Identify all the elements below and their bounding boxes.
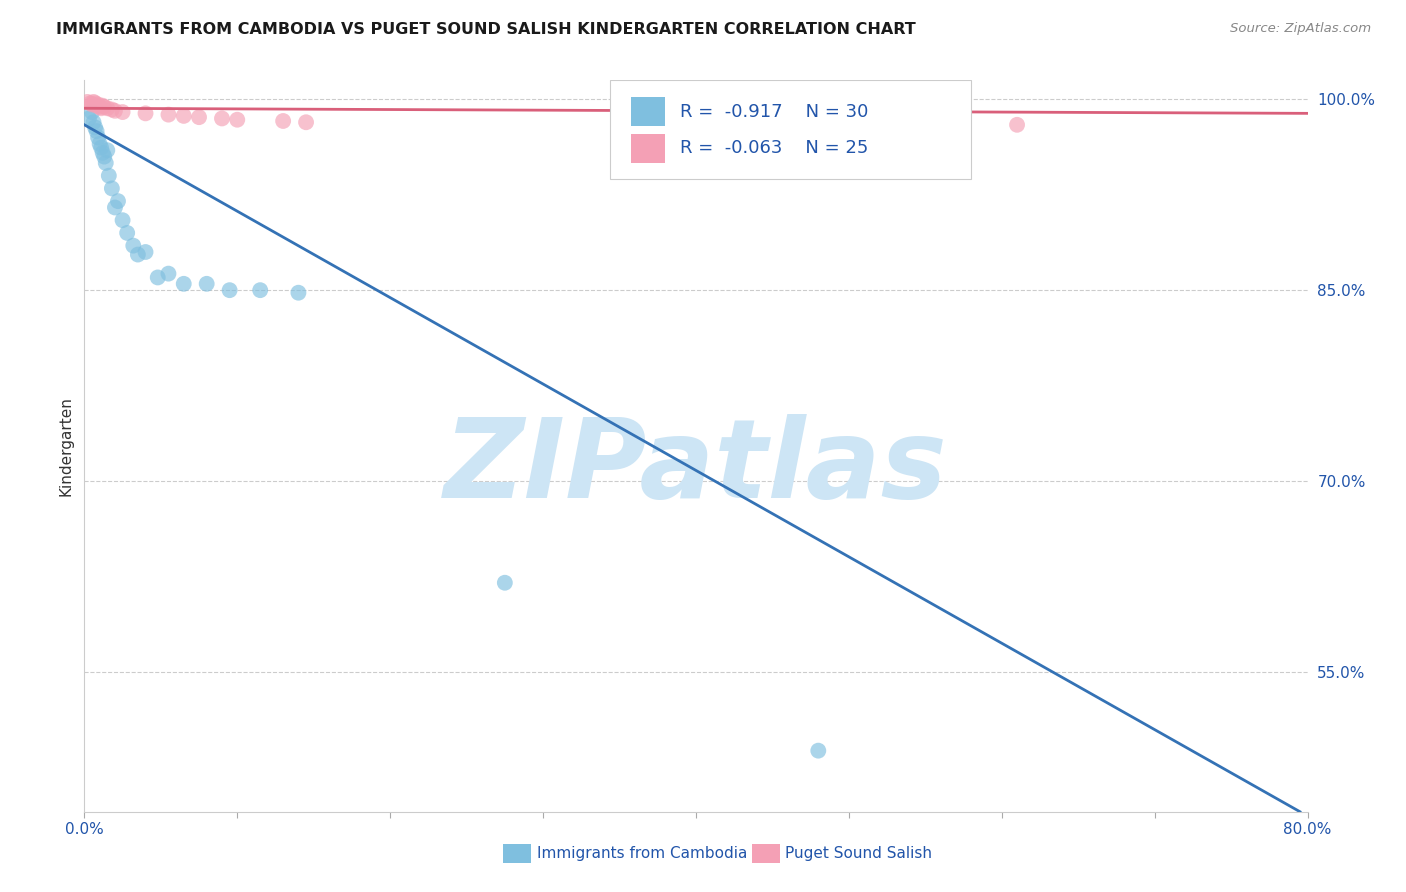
Point xyxy=(91,99,114,113)
Point xyxy=(115,226,138,240)
Point xyxy=(90,141,112,155)
Point xyxy=(86,99,108,113)
Point xyxy=(135,106,157,120)
Point xyxy=(111,213,134,227)
Point xyxy=(188,110,211,124)
Point xyxy=(83,115,105,129)
Point xyxy=(101,103,124,117)
Point xyxy=(76,95,98,109)
Point xyxy=(96,143,118,157)
Point xyxy=(87,130,110,145)
Point xyxy=(146,270,169,285)
Point xyxy=(94,156,117,170)
Point xyxy=(807,744,830,758)
FancyBboxPatch shape xyxy=(610,80,972,179)
Point xyxy=(80,105,103,120)
Point xyxy=(157,267,180,281)
Text: R =  -0.917    N = 30: R = -0.917 N = 30 xyxy=(681,103,869,120)
Point xyxy=(104,201,127,215)
Point xyxy=(84,120,107,135)
Point xyxy=(83,95,105,109)
Point xyxy=(1005,118,1028,132)
Point xyxy=(80,97,103,112)
Point xyxy=(271,114,294,128)
Point xyxy=(122,238,145,252)
Point xyxy=(93,150,115,164)
Point xyxy=(87,97,110,112)
FancyBboxPatch shape xyxy=(631,97,665,127)
Point xyxy=(89,100,111,114)
Point xyxy=(93,100,115,114)
Text: Immigrants from Cambodia: Immigrants from Cambodia xyxy=(537,847,748,861)
Point xyxy=(173,109,195,123)
Point xyxy=(195,277,218,291)
Point xyxy=(91,145,114,160)
Point xyxy=(295,115,318,129)
Point xyxy=(494,575,516,590)
Point xyxy=(249,283,271,297)
Point xyxy=(84,96,107,111)
FancyBboxPatch shape xyxy=(631,134,665,163)
Text: IMMIGRANTS FROM CAMBODIA VS PUGET SOUND SALISH KINDERGARTEN CORRELATION CHART: IMMIGRANTS FROM CAMBODIA VS PUGET SOUND … xyxy=(56,22,915,37)
Point xyxy=(96,101,118,115)
Point xyxy=(104,103,127,118)
Point xyxy=(111,105,134,120)
Point xyxy=(287,285,309,300)
Point xyxy=(226,112,249,127)
Point xyxy=(86,124,108,138)
Point xyxy=(135,245,157,260)
Text: ZIPatlas: ZIPatlas xyxy=(444,415,948,522)
Point xyxy=(157,108,180,122)
Text: Puget Sound Salish: Puget Sound Salish xyxy=(785,847,932,861)
Y-axis label: Kindergarten: Kindergarten xyxy=(58,396,73,496)
Point xyxy=(101,181,124,195)
Point xyxy=(127,247,149,261)
Text: Source: ZipAtlas.com: Source: ZipAtlas.com xyxy=(1230,22,1371,36)
Point xyxy=(173,277,195,291)
Text: R =  -0.063    N = 25: R = -0.063 N = 25 xyxy=(681,139,869,157)
Point xyxy=(77,112,100,126)
Point xyxy=(79,96,101,111)
Point xyxy=(97,169,120,183)
Point xyxy=(211,112,233,126)
Point xyxy=(807,99,830,113)
Point xyxy=(218,283,240,297)
Point xyxy=(107,194,129,208)
Point xyxy=(90,101,112,115)
Point xyxy=(89,136,111,151)
